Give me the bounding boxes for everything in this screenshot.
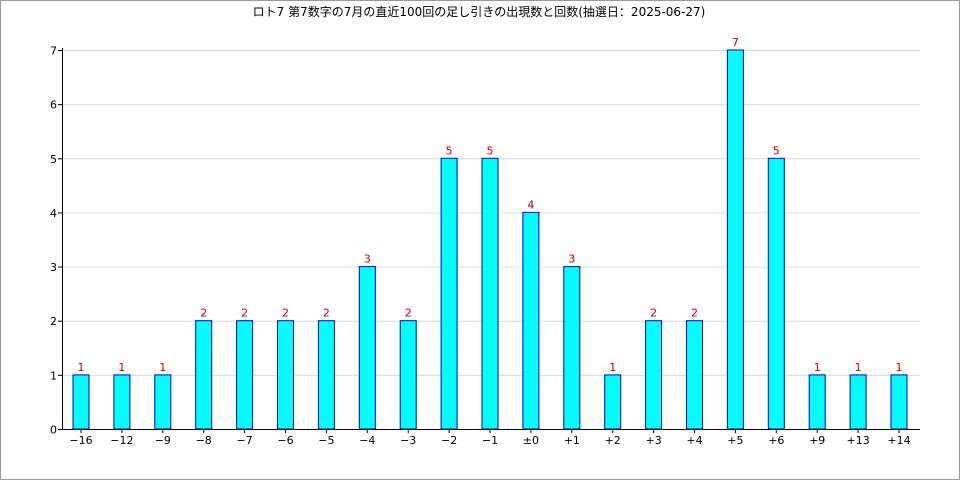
data-label: 2: [650, 307, 657, 320]
bar: [726, 49, 744, 430]
bar: [358, 266, 376, 430]
x-tick-label: +13: [846, 434, 869, 447]
bar: [317, 320, 335, 430]
data-label: 4: [527, 198, 534, 211]
bars: [72, 49, 908, 430]
bar: [72, 374, 90, 430]
data-label: 3: [364, 253, 371, 266]
bar: [481, 157, 499, 430]
x-tick-label: ±0: [523, 434, 539, 447]
bar: [154, 374, 172, 430]
data-label: 1: [896, 361, 903, 374]
bar: [645, 320, 663, 430]
bar: [767, 157, 785, 430]
bar: [849, 374, 867, 430]
data-label: 2: [691, 307, 698, 320]
x-tick-label: +9: [809, 434, 825, 447]
x-tick-label: +6: [768, 434, 784, 447]
data-label: 2: [282, 307, 289, 320]
data-label: 1: [118, 361, 125, 374]
data-label: 1: [609, 361, 616, 374]
x-tick-label: −4: [359, 434, 375, 447]
x-tick-label: +4: [686, 434, 702, 447]
bar: [808, 374, 826, 430]
data-labels: 1 1 1 2 2 2 2 3 2 5 5 4 3 1 2 2 7 5 1 1 1: [78, 36, 903, 374]
bar: [440, 157, 458, 430]
x-tick-label: −5: [318, 434, 334, 447]
y-tick-label: 1: [50, 369, 57, 382]
data-label: 7: [732, 36, 739, 49]
data-label: 5: [487, 144, 494, 157]
x-tick-label: −7: [236, 434, 252, 447]
chart-title: ロト7 第7数字の7月の直近100回の足し引きの出現数と回数(抽選日：2025-…: [253, 4, 706, 19]
x-tick-label: −16: [69, 434, 92, 447]
bar: [399, 320, 417, 430]
x-tick-label: +1: [564, 434, 580, 447]
bar: [236, 320, 254, 430]
data-label: 5: [446, 144, 453, 157]
x-tick-label: +14: [887, 434, 910, 447]
bar: [113, 374, 131, 430]
data-label: 1: [855, 361, 862, 374]
x-tick-label: −1: [482, 434, 498, 447]
data-label: 1: [78, 361, 85, 374]
x-tick-label: −9: [155, 434, 171, 447]
bar: [604, 374, 622, 430]
data-label: 2: [405, 307, 412, 320]
y-tick-label: 5: [50, 153, 57, 166]
data-label: 2: [200, 307, 207, 320]
x-tick-label: −3: [400, 434, 416, 447]
bar: [195, 320, 213, 430]
y-tick-label: 4: [50, 207, 57, 220]
y-tick-label: 6: [50, 99, 57, 112]
x-tick-label: +5: [727, 434, 743, 447]
x-tick-label: +2: [605, 434, 621, 447]
bar: [277, 320, 294, 430]
y-tick-label: 3: [50, 261, 57, 274]
y-tick-label: 7: [50, 45, 57, 58]
bar: [890, 374, 908, 430]
data-label: 1: [159, 361, 166, 374]
x-tick-label: −6: [277, 434, 293, 447]
data-label: 3: [568, 253, 575, 266]
bar: [563, 266, 581, 430]
x-tick-label: −12: [110, 434, 133, 447]
bar: [686, 320, 703, 430]
data-label: 2: [241, 307, 248, 320]
data-label: 5: [773, 144, 780, 157]
x-tick-label: −2: [441, 434, 457, 447]
bar: [522, 211, 540, 430]
data-label: 1: [814, 361, 821, 374]
data-label: 2: [323, 307, 330, 320]
x-tick-label: −8: [196, 434, 212, 447]
x-tick-label: +3: [645, 434, 661, 447]
y-tick-label: 0: [50, 424, 57, 437]
axes: 0 1 2 3 4 5 6 7 −16 −12 −9 −8 −7 −6 −5 −4 −3 −2 −1 ±0 +1 +2 +3…: [50, 45, 920, 447]
y-tick-label: 2: [50, 315, 57, 328]
